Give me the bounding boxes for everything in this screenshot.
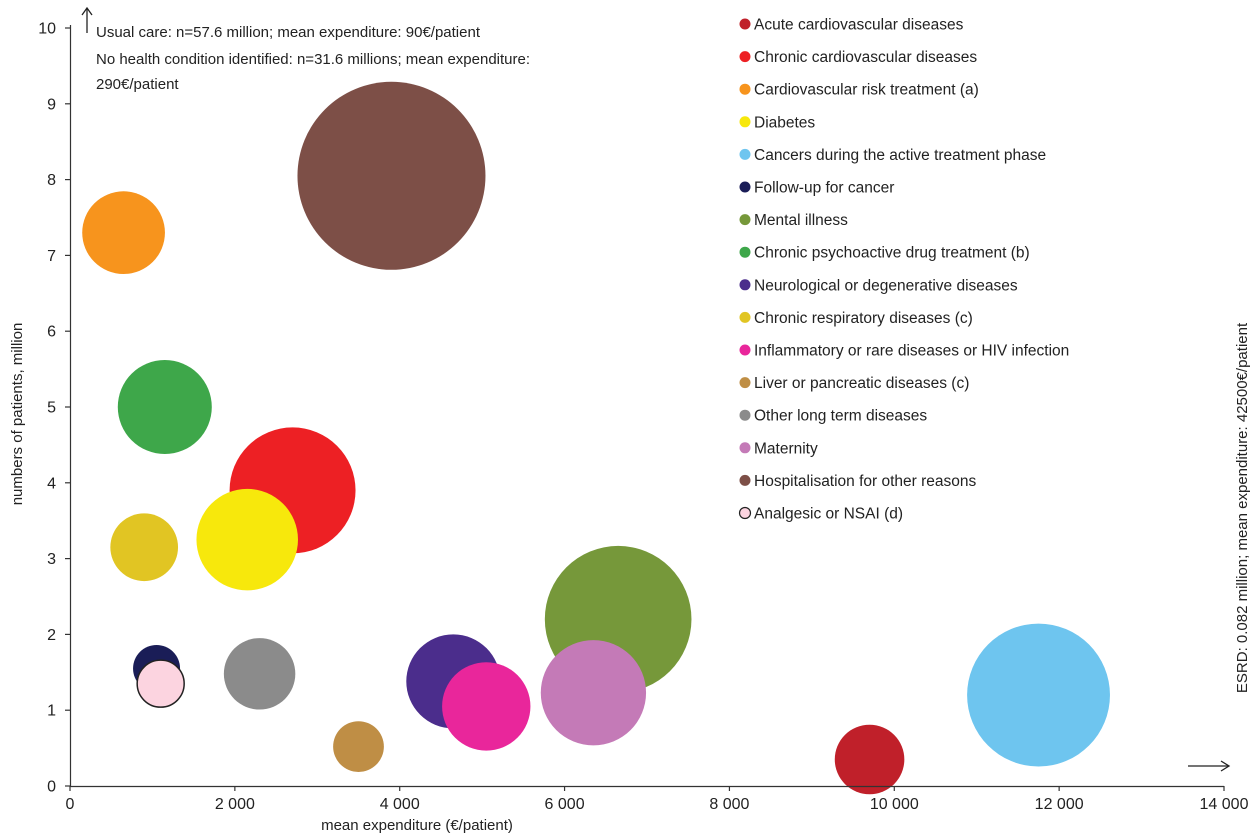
legend-item: Inflammatory or rare diseases or HIV inf…	[739, 343, 1069, 360]
x-tick-label: 14 000	[1200, 796, 1249, 813]
legend-item: Acute cardiovascular diseases	[739, 17, 964, 34]
bubble-inflammatory-or-rare-diseases-or-hiv-infection	[442, 662, 531, 751]
legend-label: Inflammatory or rare diseases or HIV inf…	[754, 343, 1069, 360]
usual-care-arrow-icon	[81, 6, 93, 33]
y-tick-label: 9	[47, 96, 56, 113]
bubble-chronic-psychoactive-drug-treatment-b	[117, 360, 212, 454]
legend-marker	[739, 377, 751, 389]
usual-care-note: Usual care: n=57.6 million; mean expendi…	[96, 24, 481, 41]
bubble-hospitalisation-for-other-reasons	[297, 81, 486, 270]
legend-item: Liver or pancreatic diseases (c)	[739, 375, 969, 392]
legend-marker	[739, 409, 751, 421]
bubbles-layer	[82, 81, 1110, 795]
legend-marker	[739, 51, 751, 63]
legend-item: Cancers during the active treatment phas…	[739, 147, 1046, 164]
legend-item: Chronic respiratory diseases (c)	[739, 310, 973, 327]
legend-label: Hospitalisation for other reasons	[754, 473, 977, 490]
legend-marker	[739, 311, 751, 323]
esrd-arrow-icon	[1188, 760, 1231, 772]
legend-label: Diabetes	[754, 114, 815, 131]
legend-label: Analgesic or NSAI (d)	[754, 506, 903, 523]
y-tick-label: 1	[47, 703, 56, 720]
bubble-liver-or-pancreatic-diseases-c	[333, 721, 384, 772]
bubble-chronic-respiratory-diseases-c	[110, 513, 179, 582]
bubble-diabetes	[196, 488, 298, 591]
x-axis-ticks: 0 2 000 4 000 6 000 8 000 10 000 12 000 14 000	[66, 786, 1249, 813]
bubble-cancers-during-the-active-treatment-phase	[967, 623, 1110, 767]
legend-item: Analgesic or NSAI (d)	[738, 506, 903, 523]
y-tick-label: 2	[47, 627, 56, 644]
legend-marker	[739, 214, 751, 226]
y-tick-label: 3	[47, 551, 56, 568]
legend-marker	[739, 442, 751, 454]
legend-label: Cancers during the active treatment phas…	[754, 147, 1046, 164]
x-tick-label: 8 000	[709, 796, 749, 813]
x-tick-label: 4 000	[380, 796, 420, 813]
no-condition-note-line2: 290€/patient	[96, 76, 179, 93]
legend-label: Maternity	[754, 440, 818, 457]
y-axis-title: numbers of patients, million	[9, 323, 26, 506]
legend-marker	[739, 344, 751, 356]
legend-item: Follow-up for cancer	[739, 180, 894, 197]
legend-marker	[739, 116, 751, 128]
legend-label: Acute cardiovascular diseases	[754, 17, 964, 34]
legend-label: Chronic cardiovascular diseases	[754, 49, 977, 66]
y-tick-label: 5	[47, 400, 56, 417]
y-tick-label: 7	[47, 248, 56, 265]
x-tick-label: 10 000	[870, 796, 919, 813]
y-tick-label: 0	[47, 779, 56, 796]
legend-marker	[739, 83, 751, 95]
legend-marker	[739, 18, 751, 30]
legend-label: Chronic psychoactive drug treatment (b)	[754, 245, 1030, 262]
bubble-acute-cardiovascular-diseases	[834, 724, 905, 795]
legend-label: Liver or pancreatic diseases (c)	[754, 375, 969, 392]
legend-item: Chronic psychoactive drug treatment (b)	[739, 245, 1030, 262]
x-tick-label: 0	[66, 796, 75, 813]
legend-item: Neurological or degenerative diseases	[739, 277, 1018, 294]
x-tick-label: 6 000	[545, 796, 585, 813]
bubble-cardiovascular-risk-treatment-a	[82, 191, 165, 275]
legend-label: Follow-up for cancer	[754, 180, 894, 197]
legend-label: Other long term diseases	[754, 408, 927, 425]
legend-marker	[739, 148, 751, 160]
y-tick-label: 6	[47, 324, 56, 341]
esrd-note: ESRD: 0.082 million; mean expenditure: 4…	[1234, 322, 1251, 693]
x-axis-title: mean expenditure (€/patient)	[321, 817, 513, 834]
legend: Acute cardiovascular diseases Chronic car…	[738, 17, 1069, 523]
legend-label: Neurological or degenerative diseases	[754, 277, 1018, 294]
y-tick-label: 4	[47, 475, 56, 492]
legend-marker	[739, 279, 751, 291]
no-condition-note-line1: No health condition identified: n=31.6 m…	[96, 51, 530, 68]
legend-marker	[739, 246, 751, 258]
legend-item: Chronic cardiovascular diseases	[739, 49, 977, 66]
legend-item: Other long term diseases	[739, 408, 927, 425]
legend-label: Cardiovascular risk treatment (a)	[754, 82, 979, 99]
legend-item: Maternity	[739, 440, 818, 457]
legend-item: Hospitalisation for other reasons	[739, 473, 977, 490]
legend-marker	[739, 474, 751, 486]
y-tick-label: 8	[47, 172, 56, 189]
x-tick-label: 2 000	[215, 796, 255, 813]
legend-marker	[739, 181, 751, 193]
legend-item: Cardiovascular risk treatment (a)	[739, 82, 979, 99]
legend-label: Chronic respiratory diseases (c)	[754, 310, 973, 327]
bubble-maternity	[540, 640, 647, 746]
legend-label: Mental illness	[754, 212, 848, 229]
bubble-analgesic-or-nsai-d	[136, 659, 185, 708]
y-axis-ticks: 0 1 2 3 4 5 6 7 8 9 10	[38, 21, 70, 796]
x-tick-label: 12 000	[1035, 796, 1084, 813]
legend-marker	[738, 506, 752, 520]
bubble-other-long-term-diseases	[223, 638, 296, 710]
legend-item: Diabetes	[739, 114, 815, 131]
y-tick-label: 10	[38, 21, 56, 38]
legend-item: Mental illness	[739, 212, 848, 229]
